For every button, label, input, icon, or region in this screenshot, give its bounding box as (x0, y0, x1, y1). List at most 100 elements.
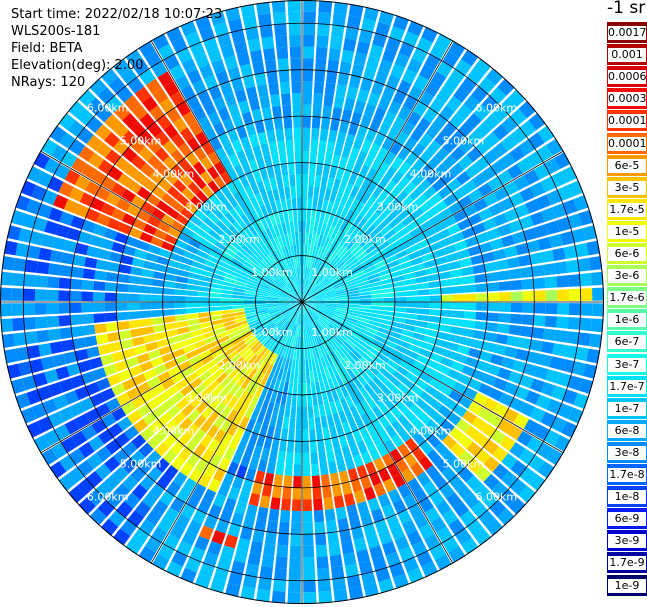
range-gate-cell (251, 236, 261, 248)
range-gate-cell (239, 346, 251, 357)
range-gate-cell (203, 74, 218, 90)
range-gate-cell (199, 26, 215, 42)
range-gate-cell (95, 333, 109, 345)
range-gate-cell (554, 261, 568, 275)
range-gate-cell (309, 429, 316, 442)
range-gate-cell (295, 162, 302, 175)
range-gate-cell (376, 220, 388, 232)
range-gate-cell (70, 278, 83, 290)
range-gate-cell (175, 275, 189, 284)
range-gate-cell (151, 279, 165, 287)
range-gate-cell (224, 364, 237, 376)
range-gate-cell (217, 107, 231, 122)
range-gate-cell (382, 397, 395, 410)
range-gate-cell (302, 360, 306, 372)
range-gate-cell (252, 343, 263, 354)
range-gate-cell (267, 303, 279, 306)
range-gate-cell (290, 297, 302, 302)
azimuth-spoke (150, 40, 303, 303)
range-gate-cell (534, 366, 549, 380)
range-gate-cell (280, 428, 289, 441)
range-gate-cell (278, 211, 285, 224)
range-gate-cell (439, 279, 453, 287)
range-gate-cell (272, 281, 284, 290)
range-gate-cell (281, 222, 288, 235)
range-gate-cell (509, 478, 527, 496)
range-gate-cell (163, 81, 180, 97)
range-gate-cell (319, 261, 328, 273)
range-gate-cell (228, 153, 240, 168)
range-gate-cell (371, 232, 383, 244)
range-gate-cell (302, 394, 308, 407)
range-gate-cell (473, 483, 491, 500)
range-gate-cell (116, 302, 128, 311)
range-gate-cell (47, 328, 61, 341)
range-gate-cell (326, 71, 338, 84)
range-gate-cell (292, 302, 302, 310)
range-gate-cell (358, 560, 373, 575)
range-gate-cell (463, 95, 480, 112)
range-gate-cell (336, 294, 349, 299)
range-gate-cell (277, 318, 287, 328)
range-gate-cell (450, 146, 466, 162)
range-gate-cell (281, 246, 288, 259)
range-gate-cell (392, 90, 407, 105)
range-gate-cell (294, 302, 302, 311)
range-gate-cell (167, 259, 181, 269)
range-gate-cell (417, 179, 431, 193)
range-gate-cell (244, 296, 256, 300)
range-gate-cell (163, 124, 179, 139)
range-gate-cell (343, 252, 354, 263)
range-gate-cell (267, 304, 280, 308)
range-gate-cell (363, 6, 379, 22)
range-gate-cell (303, 592, 317, 604)
range-gate-cell (284, 286, 294, 295)
range-gate-cell (293, 312, 299, 325)
range-gate-cell (207, 438, 221, 453)
range-gate-cell (390, 525, 405, 541)
range-gate-cell (348, 3, 364, 18)
range-gate-cell (274, 567, 287, 581)
range-gate-cell (181, 58, 198, 74)
range-gate-cell (324, 306, 337, 311)
range-gate-cell (296, 348, 300, 360)
range-gate-cell (302, 406, 308, 419)
colorbar-level: 0.0001 (607, 132, 647, 154)
range-gate-cell (299, 336, 302, 349)
range-gate-cell (232, 302, 244, 306)
range-gate-cell (307, 336, 312, 348)
range-gate-cell (296, 197, 302, 210)
range-ring-label: 3.00km (185, 200, 227, 213)
range-gate-cell (124, 425, 139, 441)
range-gate-cell (303, 325, 306, 337)
range-gate-cell (273, 367, 281, 380)
range-gate-cell (348, 418, 359, 432)
range-gate-cell (326, 141, 336, 155)
range-gate-cell (277, 533, 289, 546)
range-gate-cell (247, 239, 258, 251)
range-gate-cell (323, 497, 334, 510)
range-gate-cell (154, 263, 168, 273)
range-gate-cell (239, 416, 250, 430)
range-gate-cell (97, 499, 115, 517)
range-ring-label: 2.00km (218, 359, 260, 372)
range-gate-cell (346, 287, 359, 293)
range-gate-cell (283, 271, 291, 283)
range-gate-cell (346, 574, 362, 589)
range-gate-cell (275, 278, 285, 288)
range-gate-cell (312, 306, 324, 313)
range-gate-cell (12, 272, 25, 287)
range-gate-cell (309, 221, 315, 234)
range-gate-cell (212, 384, 224, 397)
range-gate-cell (424, 206, 438, 220)
range-gate-cell (381, 136, 395, 151)
range-gate-cell (369, 316, 382, 323)
range-gate-cell (510, 459, 527, 477)
range-gate-cell (68, 485, 86, 504)
range-gate-cell (411, 47, 428, 64)
range-gate-cell (69, 186, 85, 202)
range-gate-cell (499, 97, 517, 115)
range-gate-cell (81, 424, 97, 441)
range-gate-cell (197, 307, 210, 313)
